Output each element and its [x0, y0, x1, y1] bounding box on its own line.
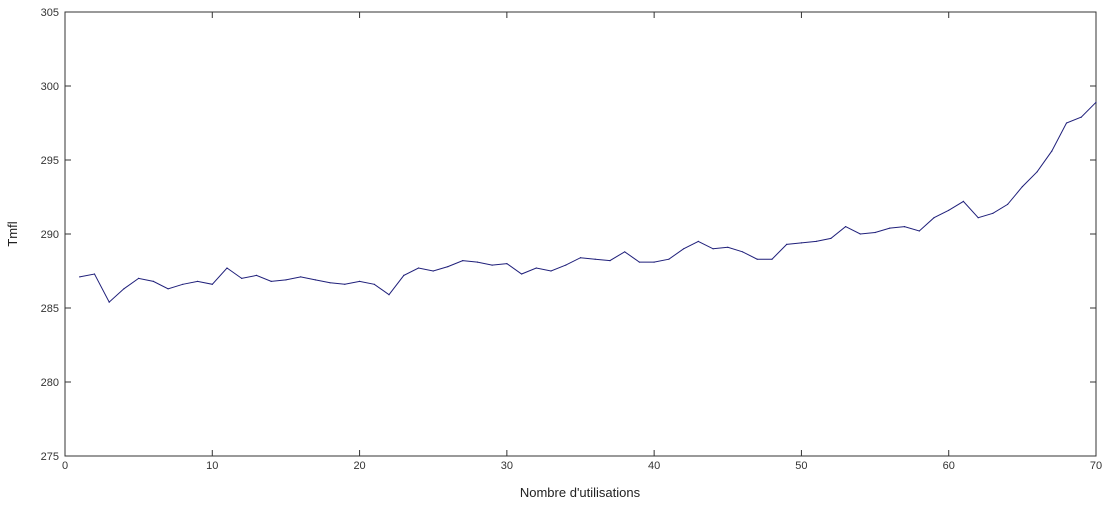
data-point [241, 277, 243, 279]
data-point [918, 230, 920, 232]
data-point [432, 270, 434, 272]
data-point [1095, 101, 1097, 103]
data-point [535, 267, 537, 269]
data-point [462, 260, 464, 262]
x-tick-label: 0 [62, 460, 68, 472]
y-tick-label: 305 [41, 7, 59, 19]
data-point [447, 266, 449, 268]
x-tick-label: 20 [353, 460, 365, 472]
data-point [476, 261, 478, 263]
y-tick-label: 280 [41, 377, 59, 389]
y-tick-label: 300 [41, 81, 59, 93]
data-point [79, 276, 81, 278]
data-point [638, 261, 641, 263]
data-point [1051, 150, 1053, 152]
data-point [1021, 186, 1024, 188]
data-point [727, 246, 729, 248]
data-point [550, 270, 552, 272]
data-point [830, 237, 832, 239]
data-point [756, 258, 758, 260]
data-point [344, 283, 346, 285]
data-point [962, 200, 965, 202]
data-point [771, 258, 773, 260]
data-point [255, 274, 258, 276]
data-point [815, 240, 817, 242]
data-point [609, 260, 611, 262]
data-point [859, 233, 861, 235]
y-axis-ticks: 275 280 285 290 295 300 305 [41, 7, 1096, 463]
data-point [697, 240, 699, 242]
data-point [1007, 203, 1009, 205]
data-point [403, 274, 405, 276]
data-point [388, 294, 390, 296]
plot-area [64, 11, 1097, 457]
data-point [1036, 171, 1038, 173]
data-point [668, 258, 670, 260]
data-point [93, 273, 96, 275]
data-point [624, 251, 626, 253]
data-point [197, 280, 199, 282]
data-point [300, 276, 302, 278]
data-point [992, 212, 994, 214]
series-line [79, 101, 1097, 303]
data-point [123, 288, 125, 290]
data-point [167, 288, 169, 290]
data-points [79, 101, 1097, 303]
y-tick-label: 275 [41, 451, 59, 463]
x-tick-label: 50 [795, 460, 807, 472]
x-tick-label: 70 [1090, 460, 1102, 472]
x-tick-label: 40 [648, 460, 660, 472]
data-point [506, 263, 508, 265]
y-tick-label: 285 [41, 303, 59, 315]
data-point [933, 217, 935, 219]
data-point [712, 248, 714, 250]
data-point [845, 226, 847, 228]
data-point [800, 242, 803, 244]
x-tick-label: 10 [206, 460, 218, 472]
data-point [285, 279, 287, 281]
data-point [314, 279, 316, 281]
y-tick-label: 295 [41, 155, 59, 167]
data-point [211, 283, 213, 285]
data-point [152, 280, 154, 282]
data-point [491, 264, 493, 266]
data-point [889, 227, 891, 229]
data-point [579, 257, 582, 259]
data-point [903, 226, 906, 228]
data-point [874, 231, 876, 234]
x-tick-label: 60 [943, 460, 955, 472]
x-axis-label: Nombre d'utilisations [520, 485, 641, 500]
data-point [138, 277, 140, 279]
data-point [270, 280, 272, 282]
data-point [1065, 122, 1068, 124]
data-point [359, 280, 361, 282]
data-point [108, 301, 110, 303]
data-point [948, 209, 950, 211]
data-point [417, 267, 420, 269]
data-point [786, 243, 788, 245]
data-point [329, 282, 331, 284]
y-axis-label: Tmfl [5, 221, 20, 246]
data-point [653, 261, 655, 263]
data-point [1080, 116, 1082, 118]
data-point [373, 283, 375, 285]
data-point [683, 248, 685, 250]
x-axis-ticks: 0 10 20 30 40 50 60 70 [62, 12, 1102, 472]
data-point [977, 217, 979, 219]
x-tick-label: 30 [501, 460, 513, 472]
data-point [565, 264, 567, 266]
data-point [182, 283, 184, 285]
data-point [226, 267, 228, 269]
data-point [741, 251, 744, 253]
data-point [594, 258, 596, 260]
data-point [521, 273, 523, 275]
y-tick-label: 290 [41, 229, 59, 241]
